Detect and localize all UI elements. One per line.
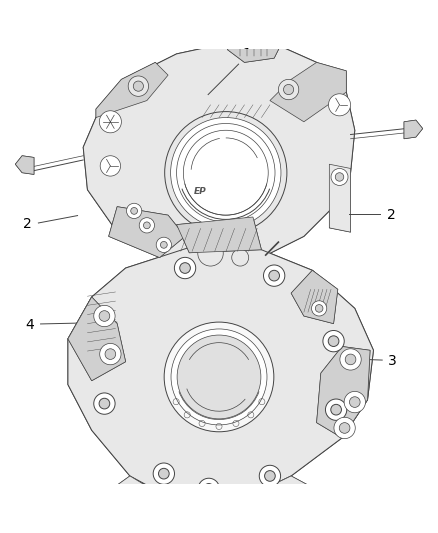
Polygon shape	[177, 217, 261, 253]
Circle shape	[269, 270, 279, 281]
Text: EP: EP	[194, 187, 206, 196]
Polygon shape	[249, 476, 312, 514]
Circle shape	[99, 311, 110, 321]
Circle shape	[279, 79, 299, 100]
Circle shape	[177, 124, 275, 222]
Circle shape	[94, 305, 115, 327]
Circle shape	[159, 469, 169, 479]
Text: 3: 3	[388, 354, 396, 368]
Circle shape	[339, 423, 350, 433]
Circle shape	[177, 335, 261, 419]
Circle shape	[264, 265, 285, 286]
Circle shape	[232, 249, 249, 266]
Circle shape	[127, 203, 142, 219]
Circle shape	[323, 330, 344, 352]
Polygon shape	[15, 156, 34, 174]
Polygon shape	[227, 28, 283, 62]
Circle shape	[144, 222, 150, 229]
Circle shape	[331, 168, 348, 185]
Polygon shape	[83, 41, 355, 266]
Text: 2: 2	[387, 208, 395, 222]
Polygon shape	[68, 242, 374, 503]
Polygon shape	[68, 297, 126, 381]
Polygon shape	[291, 270, 338, 324]
Polygon shape	[96, 62, 168, 118]
Polygon shape	[317, 346, 370, 438]
Circle shape	[328, 336, 339, 346]
Circle shape	[171, 118, 281, 228]
Circle shape	[325, 399, 347, 421]
Circle shape	[133, 81, 144, 91]
Polygon shape	[109, 207, 185, 257]
Circle shape	[311, 301, 327, 316]
Text: 2: 2	[23, 217, 32, 231]
Circle shape	[153, 463, 174, 484]
Text: 1: 1	[243, 47, 252, 61]
Circle shape	[100, 343, 121, 365]
Circle shape	[344, 391, 365, 413]
Circle shape	[180, 263, 191, 273]
Polygon shape	[291, 270, 338, 324]
Circle shape	[139, 217, 155, 233]
Polygon shape	[329, 164, 350, 232]
Circle shape	[171, 329, 267, 425]
Polygon shape	[227, 28, 283, 62]
Circle shape	[335, 173, 344, 181]
Circle shape	[345, 354, 356, 365]
Polygon shape	[68, 297, 126, 381]
Circle shape	[128, 76, 148, 96]
Polygon shape	[270, 62, 346, 122]
Circle shape	[328, 94, 350, 116]
Polygon shape	[109, 476, 164, 518]
Polygon shape	[404, 120, 423, 139]
Circle shape	[105, 349, 116, 359]
Circle shape	[165, 111, 287, 234]
Text: 4: 4	[25, 318, 34, 332]
Circle shape	[99, 111, 121, 133]
Polygon shape	[96, 62, 168, 118]
Circle shape	[198, 240, 223, 266]
Circle shape	[283, 84, 294, 95]
Circle shape	[204, 483, 214, 494]
Circle shape	[94, 393, 115, 414]
Circle shape	[164, 322, 274, 432]
Circle shape	[160, 241, 167, 248]
Polygon shape	[15, 156, 34, 174]
Circle shape	[184, 130, 268, 215]
Circle shape	[100, 156, 120, 176]
Polygon shape	[109, 207, 185, 257]
Circle shape	[334, 417, 355, 439]
Circle shape	[156, 237, 171, 253]
Polygon shape	[83, 41, 355, 266]
Circle shape	[259, 465, 281, 487]
Circle shape	[340, 349, 361, 370]
Polygon shape	[177, 217, 261, 253]
Circle shape	[331, 405, 342, 415]
Circle shape	[315, 304, 323, 312]
Circle shape	[174, 257, 196, 279]
Polygon shape	[317, 346, 370, 438]
Circle shape	[350, 397, 360, 407]
Circle shape	[131, 207, 138, 214]
Circle shape	[265, 471, 275, 481]
Polygon shape	[404, 120, 423, 139]
Polygon shape	[329, 164, 350, 232]
Polygon shape	[270, 62, 346, 122]
Polygon shape	[109, 476, 164, 518]
Circle shape	[198, 478, 219, 499]
Polygon shape	[68, 242, 374, 503]
Circle shape	[99, 398, 110, 409]
Polygon shape	[249, 476, 312, 514]
